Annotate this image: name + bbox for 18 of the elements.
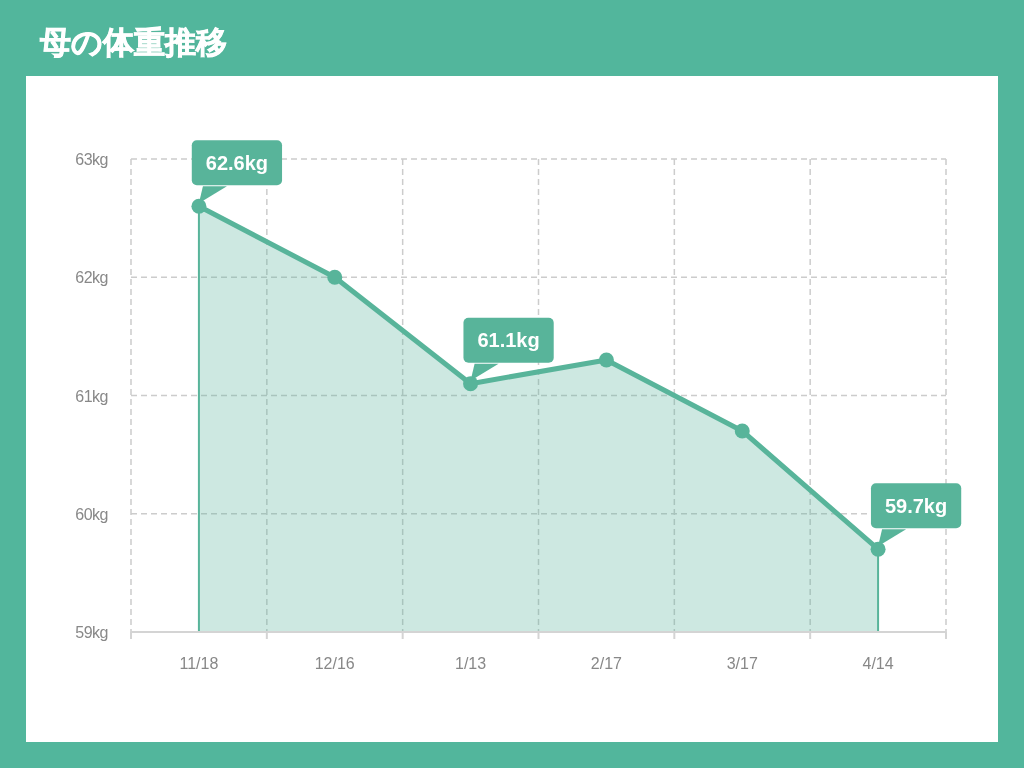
y-tick-label: 62kg <box>75 269 108 287</box>
x-tick-label: 12/16 <box>314 655 355 672</box>
y-tick-label: 63kg <box>75 151 108 168</box>
x-tick-label: 4/14 <box>862 655 894 672</box>
data-label: 59.7kg <box>870 483 962 547</box>
title: 母の体重推移 <box>40 25 227 60</box>
x-tick-label: 11/18 <box>179 655 219 672</box>
y-tick-label: 60kg <box>75 505 108 523</box>
x-tick-label: 3/17 <box>726 655 758 672</box>
x-tick-label: 1/13 <box>455 655 487 672</box>
data-label: 59.7kg <box>884 494 948 517</box>
x-tick-label: 2/17 <box>590 655 622 672</box>
data-label: 61.1kg <box>463 317 554 381</box>
data-label: 61.1kg <box>477 329 540 352</box>
data-label: 62.6kg <box>205 151 269 174</box>
data-label: 62.6kg <box>191 140 283 204</box>
y-tick-label: 61kg <box>75 387 108 405</box>
y-tick-label: 59kg <box>75 624 108 641</box>
